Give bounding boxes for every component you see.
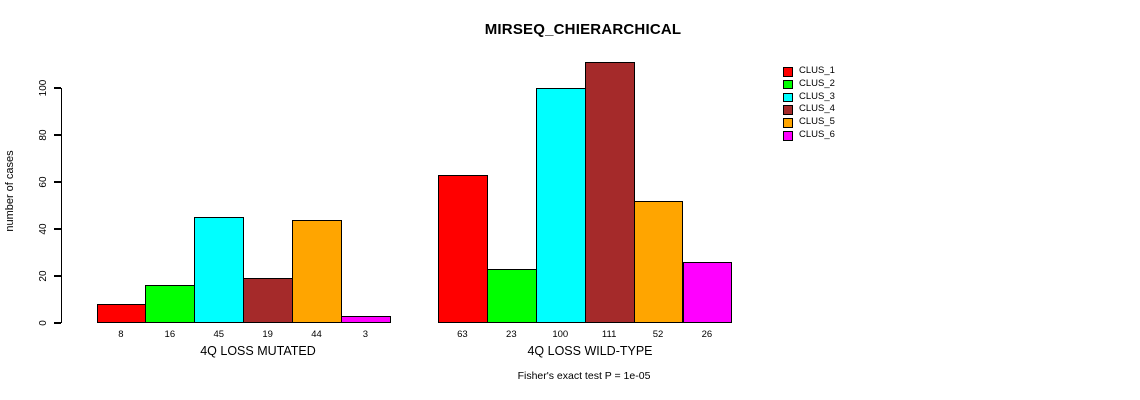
y-tick-mark (54, 228, 61, 230)
legend-label-clus_6: CLUS_6 (799, 129, 835, 140)
group-label-mutated: 4Q LOSS MUTATED (200, 344, 316, 358)
bar-value-label: 19 (262, 329, 273, 340)
bar-clus_2 (145, 285, 196, 323)
y-tick-mark (54, 134, 61, 136)
bar-value-label: 3 (362, 329, 369, 340)
bar-clus_2 (486, 268, 537, 323)
bar-clus_4 (584, 62, 635, 323)
legend-swatch-clus_5 (783, 118, 793, 128)
bar-clus_3 (535, 88, 586, 323)
y-tick-label: 100 (38, 79, 49, 97)
bar-value-label: 16 (164, 329, 176, 340)
bar-clus_6 (341, 315, 391, 323)
y-tick-mark (54, 322, 61, 324)
bar-value-label: 100 (552, 329, 569, 340)
y-axis-line (61, 88, 63, 323)
bar-value-label: 44 (311, 329, 322, 340)
legend-label-clus_3: CLUS_3 (799, 90, 835, 102)
footnote-fisher-test: Fisher's exact test P = 1e-05 (517, 370, 651, 382)
y-tick-mark (54, 275, 61, 277)
y-tick-label: 80 (38, 129, 49, 141)
y-tick-mark (54, 181, 61, 183)
y-tick-label: 20 (38, 270, 49, 282)
y-tick-label: 40 (38, 223, 49, 235)
legend-swatch-clus_6 (783, 131, 793, 141)
bar-value-label: 111 (601, 329, 617, 340)
bar-value-label: 45 (213, 329, 225, 340)
bar-clus_1 (96, 304, 147, 323)
bar-clus_6 (682, 261, 733, 323)
bar-value-label: 26 (701, 329, 713, 340)
bar-clus_3 (194, 217, 245, 323)
bar-clus_5 (292, 219, 342, 323)
legend-swatch-clus_4 (783, 105, 793, 115)
y-tick-mark (54, 87, 61, 89)
legend-label-clus_2: CLUS_2 (799, 77, 835, 89)
y-axis-title: number of cases (4, 150, 16, 232)
bar-value-label: 52 (652, 329, 664, 340)
legend-swatch-clus_2 (783, 79, 793, 90)
bar-value-label: 8 (118, 329, 124, 340)
chart-title: MIRSEQ_CHIERARCHICAL (484, 21, 682, 38)
bar-value-label: 23 (506, 329, 517, 340)
group-label-wildtype: 4Q LOSS WILD-TYPE (527, 344, 653, 358)
legend-label-clus_1: CLUS_1 (799, 65, 835, 76)
legend-label-clus_5: CLUS_5 (799, 116, 835, 128)
legend-swatch-clus_3 (783, 92, 793, 103)
legend-swatch-clus_1 (783, 67, 793, 77)
bar-clus_1 (438, 174, 488, 323)
bar-clus_4 (243, 278, 294, 323)
y-tick-label: 60 (38, 176, 49, 188)
bar-clus_5 (633, 200, 684, 323)
bar-value-label: 63 (457, 329, 468, 340)
legend-label-clus_4: CLUS_4 (799, 103, 835, 115)
y-tick-label: 0 (38, 320, 49, 326)
